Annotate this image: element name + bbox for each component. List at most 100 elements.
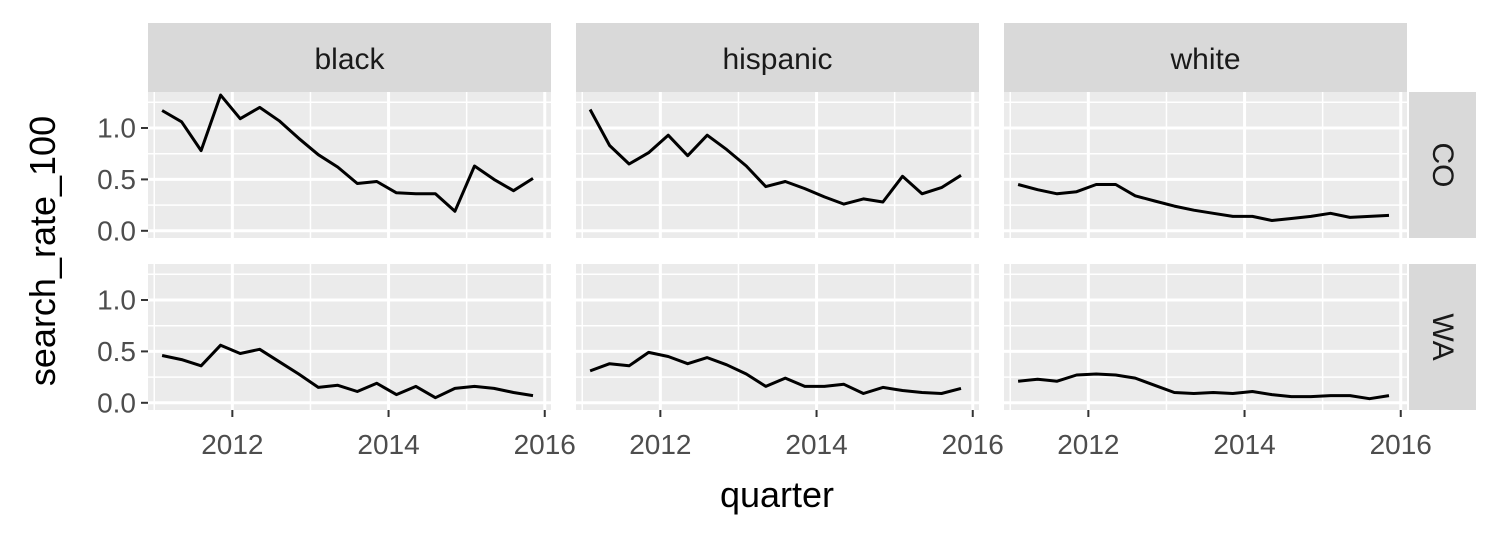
x-tick-label: 2014 <box>357 429 419 460</box>
strip-label-hispanic: hispanic <box>722 43 832 76</box>
y-tick-label: 0.0 <box>97 215 136 246</box>
data-point <box>920 192 924 196</box>
data-point <box>1094 183 1098 187</box>
data-point <box>705 133 709 137</box>
data-point <box>180 120 184 124</box>
x-tick-label: 2016 <box>514 429 576 460</box>
data-point <box>277 360 281 364</box>
data-point <box>1231 392 1235 396</box>
data-point <box>433 396 437 400</box>
data-point <box>375 179 379 183</box>
data-point <box>861 392 865 396</box>
data-point <box>1348 394 1352 398</box>
data-point <box>1250 214 1254 218</box>
data-point <box>1055 379 1059 383</box>
data-point <box>764 185 768 189</box>
data-point <box>414 384 418 388</box>
data-point <box>783 376 787 380</box>
series-line-WA-black <box>161 343 534 400</box>
panel-CO-hispanic <box>576 92 979 238</box>
x-tick-label: 2012 <box>629 429 691 460</box>
data-point <box>1309 214 1313 218</box>
data-point <box>627 364 631 368</box>
data-point <box>1114 373 1118 377</box>
strip-black <box>148 23 551 92</box>
data-point <box>686 154 690 158</box>
series-line-CO-white <box>1017 183 1390 222</box>
series-line-WA-hispanic <box>589 350 962 395</box>
data-point <box>1231 214 1235 218</box>
strip-label-CO: CO <box>1426 143 1459 188</box>
data-point <box>1289 216 1293 220</box>
data-point <box>822 195 826 199</box>
data-point <box>219 343 223 347</box>
x-tick-label: 2012 <box>1057 429 1119 460</box>
data-point <box>1250 389 1254 393</box>
data-point <box>1211 391 1215 395</box>
data-point <box>1192 208 1196 212</box>
data-point <box>1153 383 1157 387</box>
y-axis-title: search_rate_100 <box>22 116 63 386</box>
data-point <box>512 391 516 395</box>
data-point <box>336 165 340 169</box>
x-tick-label: 2014 <box>1213 429 1275 460</box>
data-point <box>199 149 203 153</box>
data-point <box>414 192 418 196</box>
data-point <box>531 394 535 398</box>
data-point <box>1368 214 1372 218</box>
data-point <box>199 364 203 368</box>
data-point <box>1368 397 1372 401</box>
data-point <box>725 148 729 152</box>
data-point <box>512 189 516 193</box>
data-point <box>394 393 398 397</box>
strip-white <box>1004 23 1407 92</box>
data-point <box>433 192 437 196</box>
y-tick-label: 0.5 <box>97 164 136 195</box>
data-point <box>355 389 359 393</box>
data-point <box>764 384 768 388</box>
data-point <box>686 362 690 366</box>
data-point <box>1270 393 1274 397</box>
panel-background <box>576 92 979 238</box>
data-point <box>1289 395 1293 399</box>
data-point <box>1387 213 1391 217</box>
panel-CO-white <box>1004 92 1407 238</box>
data-point <box>180 358 184 362</box>
data-point <box>900 174 904 178</box>
data-point <box>881 385 885 389</box>
data-point <box>355 182 359 186</box>
data-point <box>940 392 944 396</box>
panel-CO-black <box>148 92 551 238</box>
data-point <box>453 209 457 213</box>
data-point <box>375 381 379 385</box>
panel-background <box>148 92 551 238</box>
data-point <box>1055 192 1059 196</box>
data-point <box>959 386 963 390</box>
data-point <box>803 187 807 191</box>
panel-background <box>1004 264 1407 410</box>
data-point <box>1211 211 1215 215</box>
data-point <box>666 355 670 359</box>
series-line-WA-white <box>1017 372 1390 401</box>
data-point <box>1016 183 1020 187</box>
data-point <box>472 384 476 388</box>
data-point <box>1036 188 1040 192</box>
data-point <box>297 136 301 140</box>
y-tick-label: 0.5 <box>97 336 136 367</box>
data-point <box>238 117 242 121</box>
data-point <box>744 372 748 376</box>
data-point <box>627 162 631 166</box>
data-point <box>394 191 398 195</box>
data-point <box>842 382 846 386</box>
data-point <box>1075 373 1079 377</box>
panel-background <box>576 264 979 410</box>
data-point <box>1036 377 1040 381</box>
y-tick-label: 1.0 <box>97 112 136 143</box>
x-tick-label: 2012 <box>201 429 263 460</box>
data-point <box>725 363 729 367</box>
data-point <box>316 153 320 157</box>
data-point <box>531 176 535 180</box>
panel-WA-black <box>148 264 551 410</box>
data-point <box>666 133 670 137</box>
